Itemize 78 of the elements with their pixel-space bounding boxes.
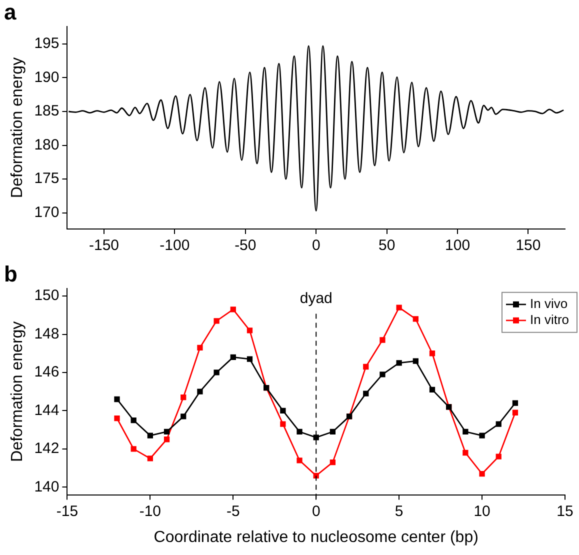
point: [396, 360, 402, 366]
x-tick-label: 0: [312, 237, 320, 254]
y-axis-title: Deformation energy: [9, 57, 26, 198]
x-tick-label: 5: [394, 502, 404, 520]
point: [214, 370, 220, 376]
point: [412, 358, 418, 364]
point: [462, 428, 468, 435]
point: [164, 428, 170, 435]
x-tick-label: -15: [56, 502, 78, 520]
y-tick-label: 180: [34, 136, 60, 154]
point: [380, 337, 386, 343]
y-axis-title: Deformation energy: [9, 321, 26, 462]
point: [130, 417, 136, 424]
y-tick-label: 142: [34, 440, 60, 458]
point: [230, 354, 236, 360]
point: [147, 456, 154, 462]
y-tick-label: 144: [34, 402, 60, 419]
point: [396, 304, 402, 310]
point: [313, 472, 319, 479]
point: [214, 318, 220, 324]
point: [429, 350, 436, 356]
x-tick-label: -100: [160, 237, 190, 254]
point: [180, 394, 186, 400]
y-tick-label: 185: [34, 102, 60, 120]
point: [147, 432, 154, 438]
y-tick-label: 140: [34, 478, 60, 496]
y-tick-label: 175: [34, 170, 60, 188]
point: [197, 344, 203, 350]
legend-label: In vivo: [530, 296, 568, 311]
point: [496, 454, 502, 460]
point: [512, 410, 518, 416]
point: [130, 446, 136, 452]
point: [197, 388, 203, 394]
point: [330, 459, 336, 466]
point: [330, 428, 336, 435]
y-tick-label: 148: [34, 325, 60, 342]
point: [296, 428, 302, 435]
chart-title: a: [4, 0, 17, 24]
point: [180, 414, 186, 420]
point: [164, 436, 170, 442]
point: [114, 416, 120, 422]
point: [246, 356, 253, 362]
point: [512, 400, 518, 406]
y-tick-label: 195: [34, 35, 60, 52]
point: [462, 450, 468, 456]
x-axis-title: Coordinate relative to nucleosome center (bp): [154, 528, 478, 546]
point: [479, 470, 485, 477]
point: [479, 432, 485, 438]
chart-title: b: [4, 261, 18, 286]
point: [313, 434, 319, 440]
point: [280, 421, 286, 427]
legend-label: In vitro: [530, 312, 570, 327]
point: [496, 421, 502, 427]
x-tick-label: 0: [312, 502, 320, 520]
point: [380, 372, 386, 378]
x-tick-label: 50: [378, 237, 396, 254]
y-tick-label: 150: [34, 287, 60, 304]
y-tick-label: 146: [34, 364, 60, 381]
point: [429, 386, 436, 393]
x-tick-label: -5: [226, 502, 240, 520]
point: [363, 364, 369, 370]
point: [246, 328, 253, 334]
point: [280, 408, 286, 414]
y-tick-label: 190: [34, 68, 60, 86]
y-tick-label: 170: [34, 204, 60, 221]
point: [412, 316, 418, 322]
point: [230, 306, 236, 312]
ref-line-label: dyad: [300, 290, 332, 308]
x-tick-label: 15: [556, 502, 574, 520]
point: [296, 458, 302, 464]
x-tick-label: -150: [88, 237, 120, 254]
x-tick-label: 100: [445, 237, 470, 254]
x-tick-label: -10: [139, 502, 162, 520]
x-tick-label: 10: [474, 502, 490, 520]
point: [114, 396, 120, 402]
x-tick-label: 150: [516, 237, 541, 254]
point: [363, 390, 369, 396]
x-tick-label: -50: [234, 237, 256, 254]
